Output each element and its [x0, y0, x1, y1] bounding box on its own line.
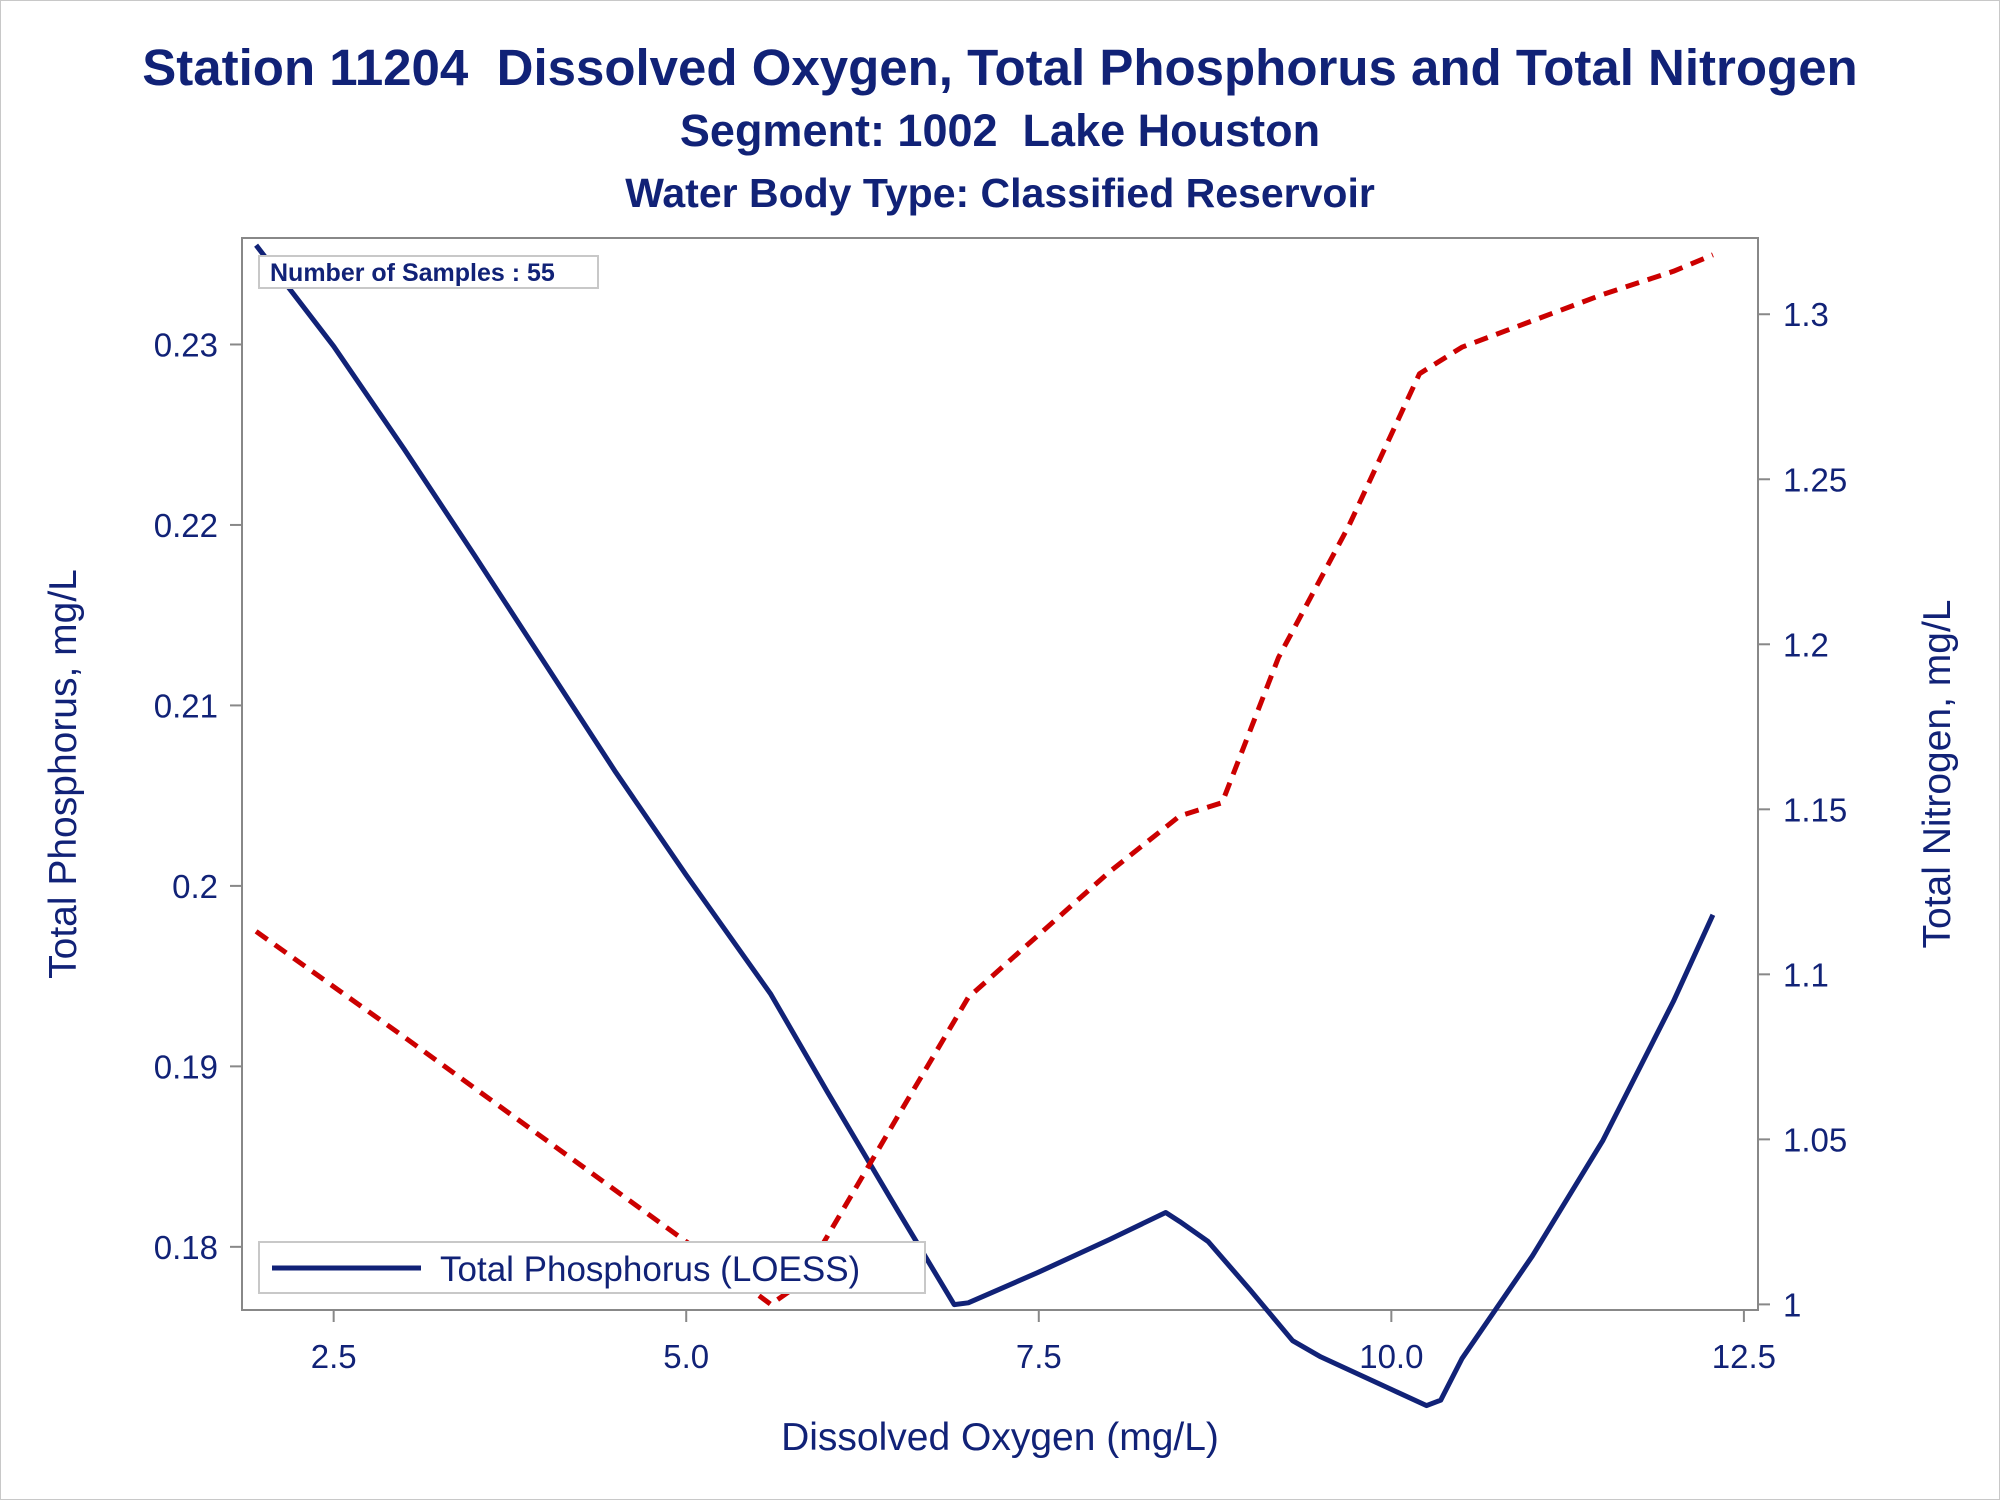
x-tick-label: 7.5	[1016, 1338, 1062, 1375]
chart-title: Station 11204 Dissolved Oxygen, Total Ph…	[142, 39, 1858, 96]
series-group	[254, 243, 1716, 1409]
y2-tick-label: 1.25	[1783, 461, 1847, 498]
x-axis-label: Dissolved Oxygen (mg/L)	[781, 1416, 1219, 1459]
legend: Total Phosphorus (LOESS)	[258, 1241, 926, 1294]
y-axis-left-label: Total Phosphorus, mg/L	[42, 569, 85, 979]
x-tick-label: 10.0	[1359, 1338, 1423, 1375]
x-axis: 2.5 5.0 7.5 10.0 12.5	[311, 1310, 1776, 1375]
y-axis-right: 1 1.05 1.1 1.15 1.2 1.25 1.3	[1758, 296, 1847, 1323]
x-tick-label: 2.5	[311, 1338, 357, 1375]
chart-subtitle-waterbody: Water Body Type: Classified Reservoir	[625, 170, 1375, 216]
sample-count-text: Number of Samples : 55	[270, 259, 555, 287]
x-tick-label: 5.0	[663, 1338, 709, 1375]
y2-tick-label: 1.2	[1783, 626, 1829, 663]
y-tick-label: 0.23	[154, 326, 218, 363]
plot-area	[241, 237, 1759, 1311]
y2-tick-label: 1.1	[1783, 956, 1829, 993]
y2-tick-label: 1	[1783, 1286, 1801, 1323]
y-tick-label: 0.22	[154, 507, 218, 544]
y-tick-label: 0.19	[154, 1048, 218, 1085]
sample-count-box: Number of Samples : 55	[258, 255, 599, 289]
series-total-phosphorus-line	[254, 243, 1716, 1409]
y2-tick-label: 1.15	[1783, 791, 1847, 828]
series-total-nitrogen-line	[254, 252, 1714, 1307]
y-axis-left: 0.18 0.19 0.2 0.21 0.22 0.23	[154, 326, 242, 1266]
y-axis-right-label: Total Nitrogen, mg/L	[1916, 599, 1959, 948]
y2-tick-label: 1.3	[1783, 296, 1829, 333]
y2-tick-label: 1.05	[1783, 1121, 1847, 1158]
y-tick-label: 0.2	[172, 868, 218, 905]
y-tick-label: 0.21	[154, 687, 218, 724]
chart-subtitle-segment: Segment: 1002 Lake Houston	[679, 105, 1321, 156]
legend-entry-label: Total Phosphorus (LOESS)	[440, 1250, 860, 1289]
x-tick-label: 12.5	[1712, 1338, 1776, 1375]
y-tick-label: 0.18	[154, 1229, 218, 1266]
